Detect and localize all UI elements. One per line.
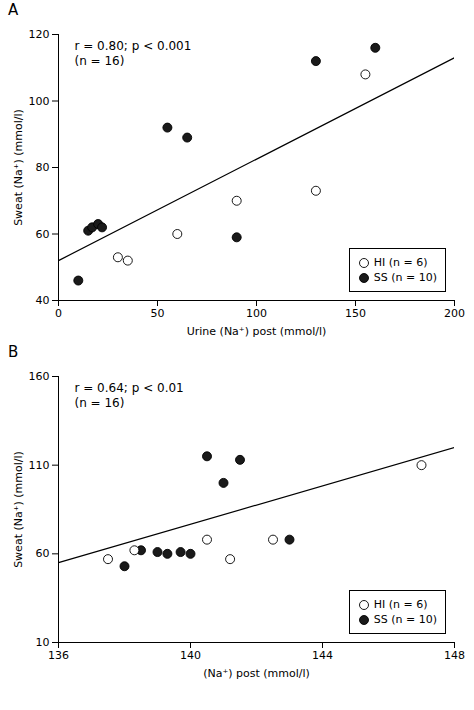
svg-text:50: 50 xyxy=(151,307,165,320)
html-text:HI (n = 6): HI (n = 6) xyxy=(373,256,428,269)
svg-text:80: 80 xyxy=(36,161,50,174)
html-text:SS (n = 10): SS (n = 10) xyxy=(373,613,437,626)
svg-text:200: 200 xyxy=(444,307,465,320)
svg-text:60: 60 xyxy=(36,547,50,560)
svg-text:140: 140 xyxy=(180,649,201,662)
html-text:HI (n = 6): HI (n = 6) xyxy=(373,598,428,611)
svg-text:r = 0.80; p < 0.001(n = 16): r = 0.80; p < 0.001(n = 16) xyxy=(75,39,192,69)
svg-text:148: 148 xyxy=(444,649,465,662)
svg-text:100: 100 xyxy=(29,95,50,108)
svg-text:10: 10 xyxy=(36,636,50,649)
svg-text:40: 40 xyxy=(36,294,50,307)
svg-text:r = 0.64; p < 0.01(n = 16): r = 0.64; p < 0.01(n = 16) xyxy=(75,381,184,411)
svg-text:144: 144 xyxy=(312,649,333,662)
svg-text:160: 160 xyxy=(29,370,50,383)
svg-text:0: 0 xyxy=(55,307,62,320)
svg-text:(Na⁺) post (mmol/l): (Na⁺) post (mmol/l) xyxy=(203,667,310,680)
html-text:SS (n = 10): SS (n = 10) xyxy=(373,271,437,284)
svg-text:110: 110 xyxy=(29,459,50,472)
svg-text:136: 136 xyxy=(48,649,69,662)
svg-text:Sweat (Na⁺) (mmol/l): Sweat (Na⁺) (mmol/l) xyxy=(12,451,25,568)
html-text:B: B xyxy=(8,343,19,361)
svg-text:120: 120 xyxy=(29,28,50,41)
svg-text:Sweat (Na⁺) (mmol/l): Sweat (Na⁺) (mmol/l) xyxy=(12,109,25,226)
svg-text:Urine (Na⁺) post (mmol/l): Urine (Na⁺) post (mmol/l) xyxy=(187,325,327,338)
svg-text:100: 100 xyxy=(246,307,267,320)
svg-text:60: 60 xyxy=(36,228,50,241)
svg-text:150: 150 xyxy=(345,307,366,320)
html-text:A: A xyxy=(8,1,19,19)
